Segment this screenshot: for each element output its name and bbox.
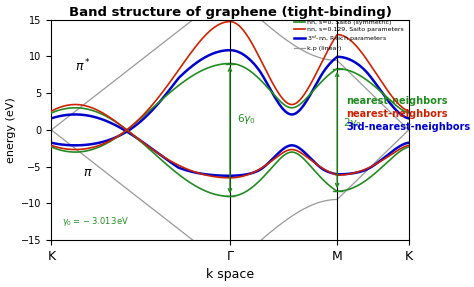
- Text: nearest-neighbors: nearest-neighbors: [346, 96, 447, 106]
- Text: $2\gamma_0$: $2\gamma_0$: [343, 116, 361, 130]
- Text: $\gamma_0 = -3.013\,\mathrm{eV}$: $\gamma_0 = -3.013\,\mathrm{eV}$: [62, 215, 130, 228]
- Text: nearest-neighbors: nearest-neighbors: [346, 109, 447, 119]
- Text: 3rd-nearest-neighbors: 3rd-nearest-neighbors: [346, 122, 470, 132]
- Text: $6\gamma_0$: $6\gamma_0$: [237, 112, 256, 126]
- Title: Band structure of graphene (tight-binding): Band structure of graphene (tight-bindin…: [69, 5, 392, 19]
- Text: $\pi^*$: $\pi^*$: [74, 58, 91, 74]
- X-axis label: k space: k space: [206, 268, 254, 282]
- Legend: nn, s=0, Saito (symmetric), nn, s=0.129, Saito parameters, 3$^{rd}$-nn, Reich pa: nn, s=0, Saito (symmetric), nn, s=0.129,…: [292, 18, 405, 52]
- Y-axis label: energy (eV): energy (eV): [6, 97, 16, 163]
- Text: $\pi$: $\pi$: [83, 166, 93, 179]
